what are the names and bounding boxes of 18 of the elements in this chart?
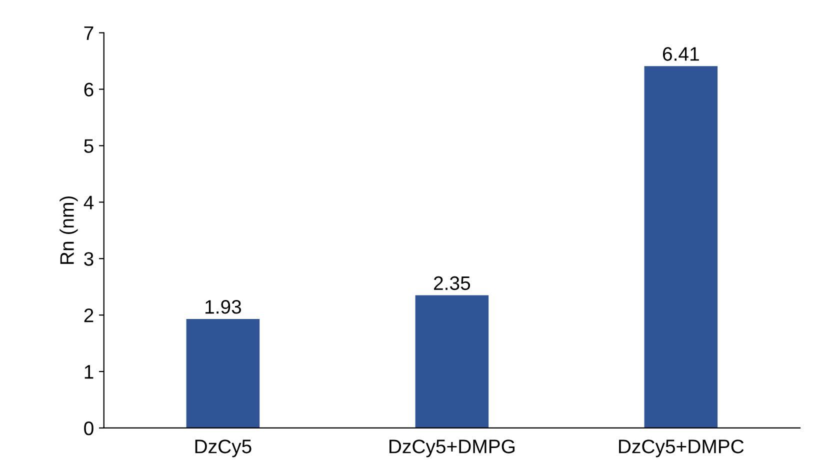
- x-tick-label: DzCy5+DMPC: [619, 440, 744, 458]
- data-label: 6.41: [663, 47, 699, 61]
- y-tick-label: 3: [84, 252, 94, 266]
- y-tick-label: 4: [84, 196, 94, 210]
- y-tick-label: 0: [84, 421, 94, 436]
- x-tick-label: DzCy5: [195, 440, 252, 458]
- y-tick-label: 5: [84, 139, 94, 153]
- bar: [186, 319, 260, 428]
- x-tick-label: DzCy5+DMPG: [390, 440, 515, 458]
- y-tick-label: 2: [84, 308, 94, 322]
- bar: [415, 295, 489, 428]
- y-axis-title: Rn (nm): [60, 196, 78, 264]
- y-tick-label: 6: [84, 82, 94, 96]
- bar: [644, 66, 718, 428]
- y-tick-label: 7: [84, 26, 94, 40]
- data-label: 2.35: [434, 276, 470, 290]
- data-label: 1.93: [206, 300, 242, 314]
- y-tick-label: 1: [84, 365, 94, 379]
